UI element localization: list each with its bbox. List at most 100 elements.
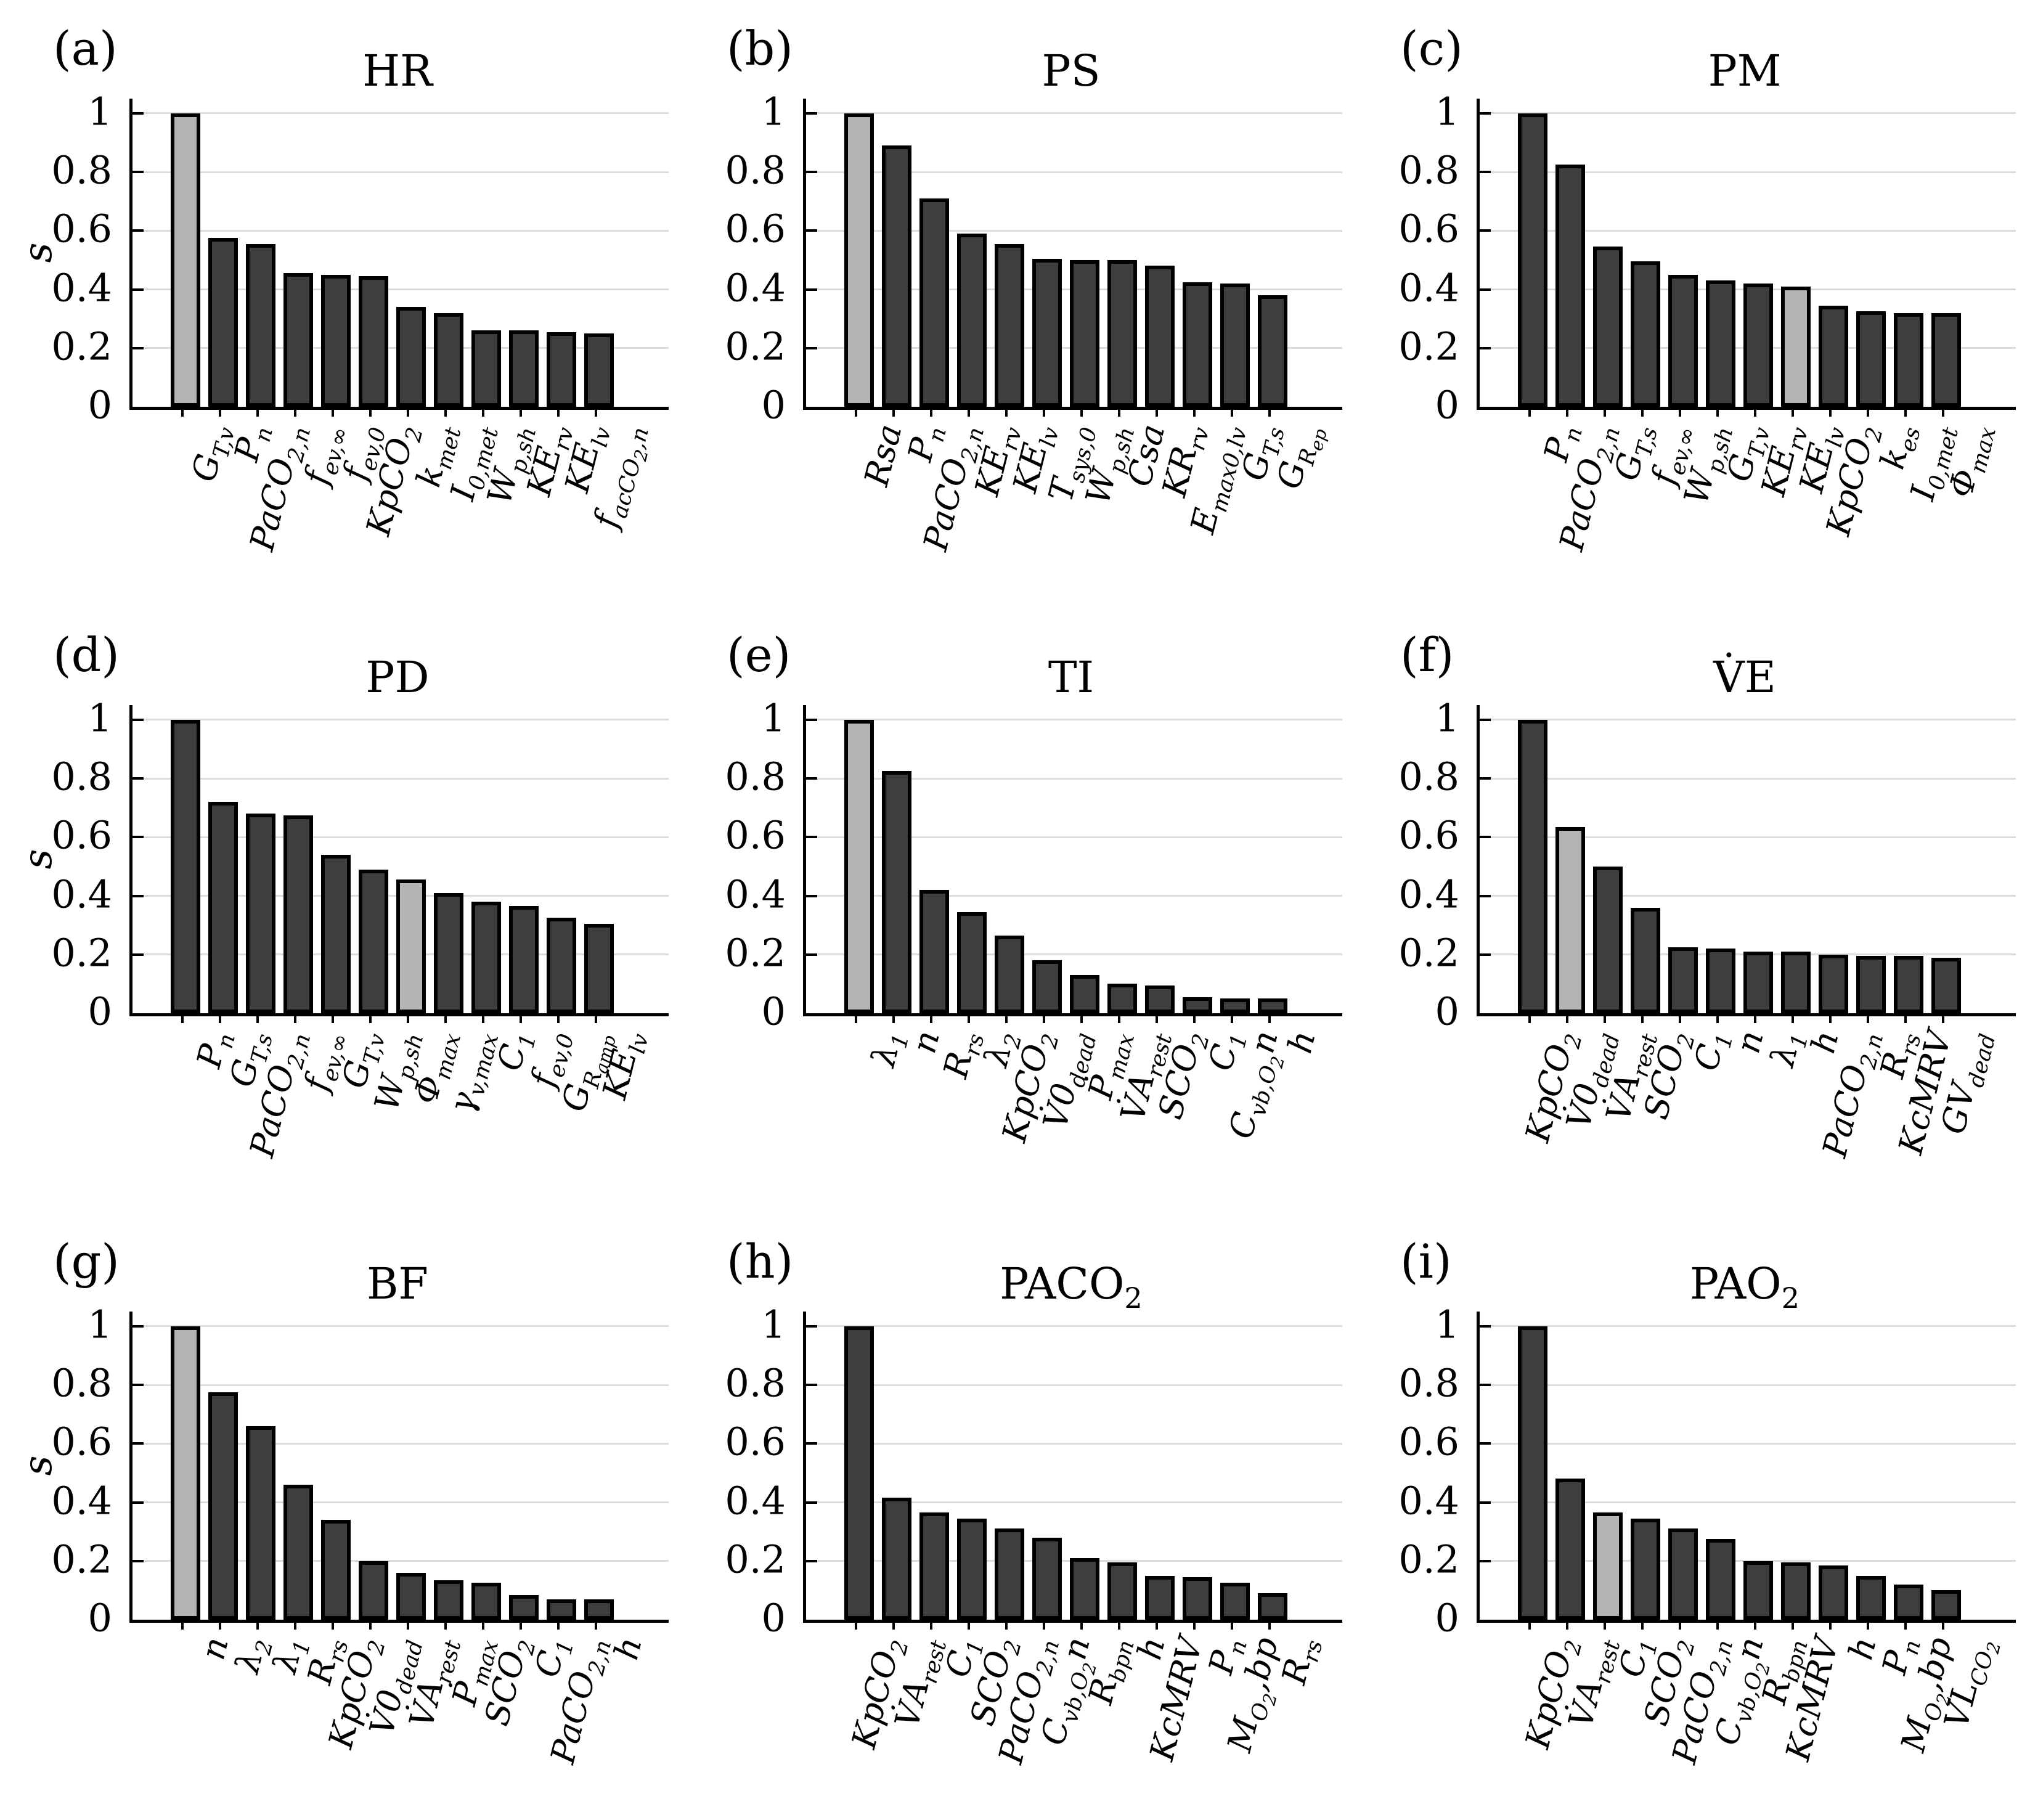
chart-panel: (c) PM 0 0.2 0.4 0.6 0.8 1 Pn PaCO2,n GT,s fev,∞ Wp,… (1347, 0, 2021, 606)
gridline (132, 777, 669, 780)
y-tick-mark (806, 346, 817, 349)
bar (245, 814, 275, 1013)
y-tick-label: 0.6 (1398, 206, 1459, 251)
x-tick-mark (1641, 410, 1644, 417)
y-tick-label: 0.2 (1398, 324, 1459, 369)
bar (1856, 1575, 1886, 1620)
panel-title: BF (366, 1259, 429, 1309)
bar-highlighted (1592, 1512, 1623, 1620)
x-tick-mark (1192, 1623, 1196, 1630)
bar (1630, 907, 1660, 1013)
y-tick-label: 0.4 (51, 265, 112, 311)
y-tick-label: 1 (88, 89, 112, 134)
y-tick-mark (132, 346, 144, 349)
gridline (806, 1501, 1342, 1504)
panel-title: PS (1042, 46, 1101, 96)
y-tick-label: 0.6 (51, 812, 112, 858)
x-tick-mark (594, 1016, 597, 1023)
bar (471, 330, 501, 407)
x-tick-mark (1230, 1623, 1233, 1630)
y-tick-mark (132, 1442, 144, 1445)
gridline (1480, 1501, 2016, 1504)
x-tick-mark (1155, 1016, 1158, 1023)
x-tick-mark (181, 410, 184, 417)
x-tick-mark (1791, 1623, 1794, 1630)
x-tick-mark (1828, 410, 1832, 417)
plot-area (1477, 99, 2016, 410)
y-tick-label: 1 (88, 695, 112, 741)
bar (508, 906, 539, 1013)
bar (1931, 1590, 1961, 1620)
x-tick-mark (594, 1623, 597, 1630)
x-tick-mark (331, 410, 334, 417)
y-tick-mark (132, 1324, 144, 1328)
x-tick-mark (1042, 1016, 1045, 1023)
y-tick-label: 0.2 (725, 1536, 786, 1582)
x-tick-mark (892, 1016, 895, 1023)
x-tick-mark (1192, 1016, 1196, 1023)
x-tick-mark (1528, 1623, 1531, 1630)
bar (1743, 952, 1773, 1013)
bar (844, 1326, 874, 1620)
x-tick-mark (929, 1016, 932, 1023)
x-tick-mark (331, 1623, 334, 1630)
gridline (806, 112, 1342, 115)
y-tick-label: 0.4 (725, 265, 786, 311)
x-tick-mark (369, 1623, 372, 1630)
x-tick-mark (1866, 1016, 1869, 1023)
bar (1517, 719, 1547, 1013)
y-tick-mark (806, 777, 817, 780)
x-tick-mark (1753, 410, 1756, 417)
x-tick-mark (892, 1623, 895, 1630)
y-tick-label: 0.2 (51, 324, 112, 369)
x-tick-mark (1866, 1623, 1869, 1630)
x-tick-mark (369, 1016, 372, 1023)
y-tick-label: 1 (1435, 1302, 1459, 1347)
bar (1592, 866, 1623, 1013)
x-tick-mark (929, 410, 932, 417)
gridline (806, 1384, 1342, 1386)
bar-highlighted (1780, 286, 1811, 407)
bar (1743, 284, 1773, 407)
x-tick-mark (1155, 410, 1158, 417)
y-tick-mark (806, 171, 817, 174)
bar (1931, 312, 1961, 407)
chart-panel: (h) PACO2 0 0.2 0.4 0.6 0.8 1 KpCO2 V̇Arest C1 SCO2… (674, 1213, 1347, 1819)
bar (1182, 997, 1212, 1013)
bar (1630, 261, 1660, 407)
y-tick-mark (1480, 346, 1491, 349)
bar (1668, 1528, 1698, 1620)
x-tick-mark (293, 1016, 296, 1023)
gridline (132, 1325, 669, 1328)
bar (1555, 165, 1585, 407)
chart-panel: (e) TI 0 0.2 0.4 0.6 0.8 1 λ1 n Rrs λ2 KpCO2 V̇0dead Ṗ… (674, 606, 1347, 1213)
y-tick-label: 0.2 (725, 324, 786, 369)
y-tick-label: 0.4 (1398, 265, 1459, 311)
y-tick-label: 0 (88, 382, 112, 428)
y-tick-label: 0.6 (725, 1419, 786, 1464)
x-tick-mark (1117, 1016, 1120, 1023)
y-tick-mark (1480, 836, 1491, 839)
bar (1893, 956, 1923, 1013)
bar (1220, 284, 1250, 407)
x-tick-mark (444, 1623, 447, 1630)
x-tick-mark (406, 1623, 409, 1630)
x-tick-mark (331, 1016, 334, 1023)
panel-title: V̇E (1713, 652, 1776, 703)
y-tick-mark (1480, 894, 1491, 897)
bar-highlighted (844, 719, 874, 1013)
gridline (1480, 1384, 2016, 1386)
y-tick-label: 0.8 (51, 147, 112, 193)
plot-area (803, 705, 1342, 1016)
x-tick-mark (1641, 1016, 1644, 1023)
x-tick-mark (1753, 1016, 1756, 1023)
bar (1032, 960, 1062, 1013)
x-tick-mark (1230, 410, 1233, 417)
x-tick-mark (1753, 1623, 1756, 1630)
y-tick-label: 0 (1435, 382, 1459, 428)
x-tick-mark (1603, 1016, 1606, 1023)
gridline (1480, 895, 2016, 897)
bar (1144, 985, 1175, 1013)
x-tick-mark (1042, 1623, 1045, 1630)
bar (1257, 295, 1287, 407)
